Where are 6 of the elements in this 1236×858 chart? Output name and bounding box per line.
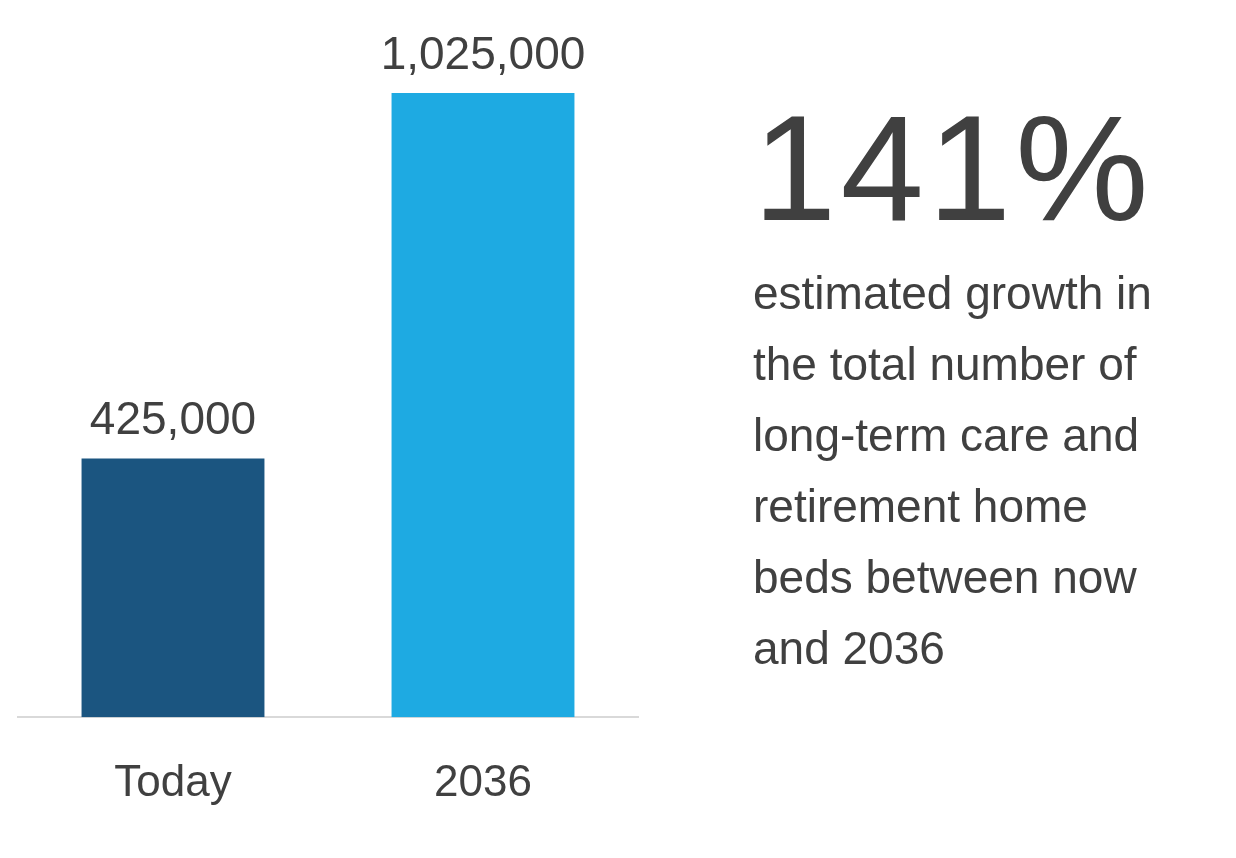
text: 141%	[753, 84, 1154, 252]
data-label: 425,000	[89, 392, 257, 445]
data-label: 1,025,000	[380, 26, 586, 79]
x-tick-label: Today	[114, 755, 232, 805]
x-tick-label: 2036	[434, 755, 532, 805]
text: estimated growth in the total number of long-term care and retirement home beds between now and 2036	[753, 266, 1153, 676]
